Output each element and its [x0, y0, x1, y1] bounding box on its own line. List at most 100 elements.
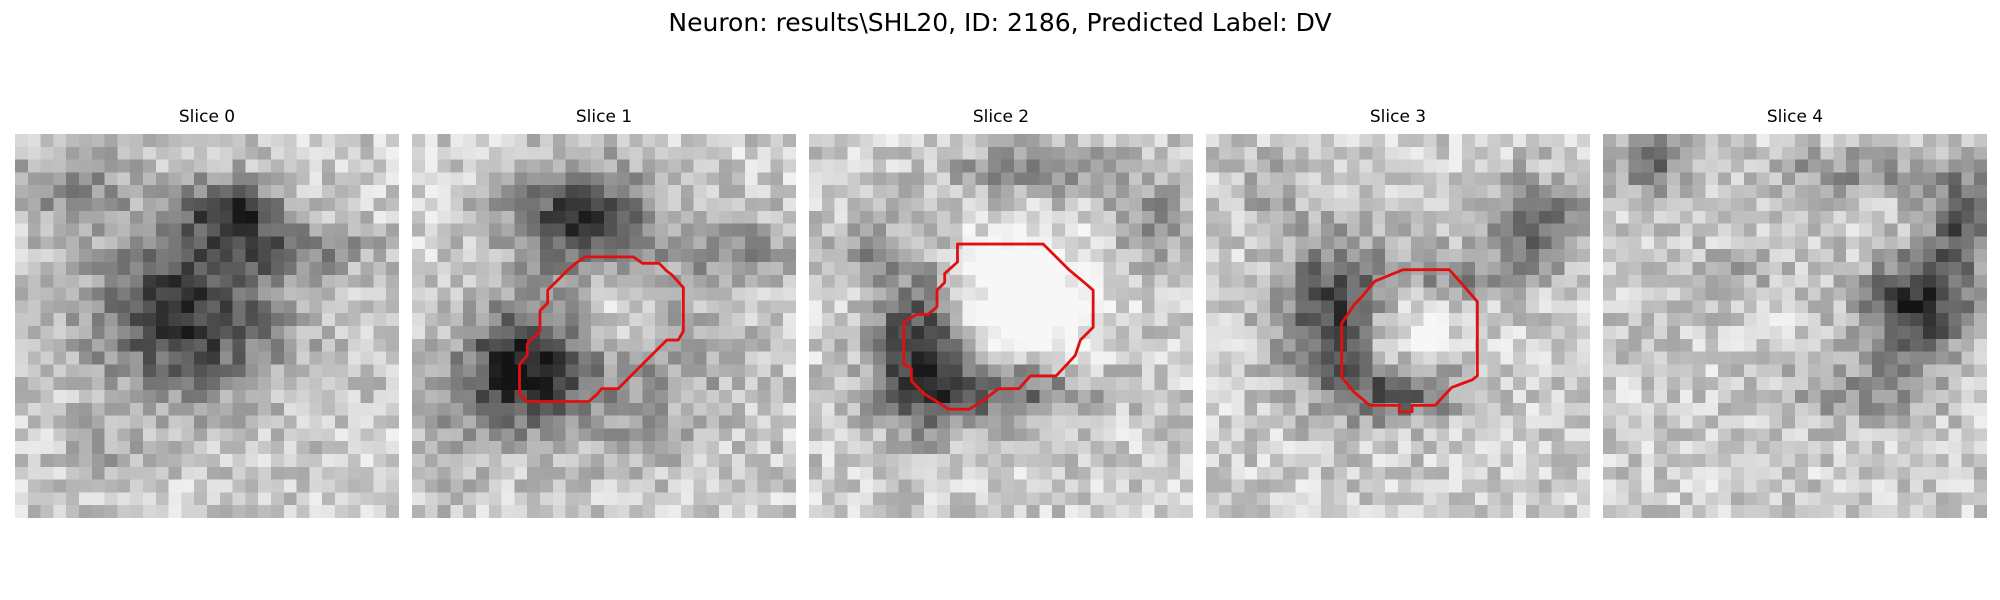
image-pixel — [296, 300, 310, 314]
image-pixel — [629, 505, 643, 518]
image-pixel — [1423, 300, 1437, 314]
image-pixel — [1398, 338, 1412, 352]
image-pixel — [1564, 172, 1578, 186]
image-pixel — [335, 338, 349, 352]
image-pixel — [770, 146, 784, 160]
image-pixel — [1769, 236, 1783, 250]
image-pixel — [1218, 159, 1232, 173]
image-pixel — [1782, 338, 1796, 352]
image-pixel — [1462, 185, 1476, 199]
image-pixel — [873, 415, 887, 429]
image-pixel — [821, 402, 835, 416]
image-pixel — [373, 274, 387, 288]
image-pixel — [1743, 505, 1757, 518]
image-pixel — [1231, 428, 1245, 442]
image-pixel — [437, 146, 451, 160]
image-pixel — [1935, 313, 1949, 327]
image-pixel — [847, 287, 861, 301]
image-pixel — [1180, 313, 1193, 327]
image-pixel — [693, 390, 707, 404]
image-pixel — [1974, 172, 1987, 186]
image-pixel — [1538, 134, 1552, 148]
image-pixel — [1346, 326, 1360, 340]
image-pixel — [988, 428, 1002, 442]
image-pixel — [1705, 390, 1719, 404]
image-pixel — [1359, 454, 1373, 468]
image-pixel — [1218, 198, 1232, 212]
image-pixel — [104, 351, 118, 365]
image-pixel — [821, 249, 835, 263]
image-pixel — [1282, 210, 1296, 224]
image-pixel — [1807, 402, 1821, 416]
image-pixel — [117, 134, 131, 148]
image-pixel — [578, 300, 592, 314]
image-pixel — [885, 210, 899, 224]
image-pixel — [194, 402, 208, 416]
image-pixel — [1321, 262, 1335, 276]
image-pixel — [1206, 146, 1220, 160]
image-pixel — [1654, 415, 1668, 429]
image-pixel — [732, 210, 746, 224]
image-pixel — [1654, 313, 1668, 327]
image-pixel — [1833, 210, 1847, 224]
image-pixel — [655, 249, 669, 263]
image-pixel — [655, 146, 669, 160]
image-pixel — [1244, 185, 1258, 199]
image-pixel — [1782, 198, 1796, 212]
image-pixel — [181, 210, 195, 224]
image-pixel — [1948, 505, 1962, 518]
image-pixel — [1654, 364, 1668, 378]
image-pixel — [1103, 466, 1117, 480]
image-pixel — [565, 300, 579, 314]
image-pixel — [219, 223, 233, 237]
image-pixel — [1065, 274, 1079, 288]
image-pixel — [117, 236, 131, 250]
image-pixel — [1948, 415, 1962, 429]
image-pixel — [847, 428, 861, 442]
image-pixel — [296, 428, 310, 442]
image-pixel — [1769, 390, 1783, 404]
image-pixel — [1244, 236, 1258, 250]
image-pixel — [527, 146, 541, 160]
image-pixel — [245, 262, 259, 276]
image-pixel — [719, 415, 733, 429]
image-pixel — [168, 441, 182, 455]
image-pixel — [1257, 390, 1271, 404]
image-pixel — [1513, 466, 1527, 480]
image-pixel — [834, 223, 848, 237]
image-pixel — [1871, 210, 1885, 224]
image-pixel — [1935, 377, 1949, 391]
image-pixel — [1820, 364, 1834, 378]
image-pixel — [1769, 402, 1783, 416]
image-pixel — [1308, 274, 1322, 288]
image-pixel — [143, 454, 157, 468]
image-pixel — [79, 249, 93, 263]
image-pixel — [360, 326, 374, 340]
image-pixel — [104, 338, 118, 352]
image-pixel — [463, 492, 477, 506]
image-pixel — [693, 479, 707, 493]
image-pixel — [1615, 134, 1629, 148]
image-pixel — [1628, 185, 1642, 199]
image-pixel — [1500, 249, 1514, 263]
image-pixel — [1833, 198, 1847, 212]
image-pixel — [117, 249, 131, 263]
image-pixel — [1948, 146, 1962, 160]
image-pixel — [1743, 287, 1757, 301]
image-pixel — [1538, 172, 1552, 186]
image-pixel — [1116, 134, 1130, 148]
image-pixel — [53, 134, 67, 148]
image-pixel — [1039, 172, 1053, 186]
image-pixel — [719, 134, 733, 148]
image-pixel — [1410, 454, 1424, 468]
image-pixel — [527, 185, 541, 199]
image-pixel — [1282, 313, 1296, 327]
image-pixel — [1474, 505, 1488, 518]
image-pixel — [245, 466, 259, 480]
image-pixel — [1833, 402, 1847, 416]
image-pixel — [1231, 287, 1245, 301]
image-pixel — [309, 326, 323, 340]
image-pixel — [1820, 441, 1834, 455]
image-pixel — [1462, 479, 1476, 493]
image-pixel — [117, 287, 131, 301]
